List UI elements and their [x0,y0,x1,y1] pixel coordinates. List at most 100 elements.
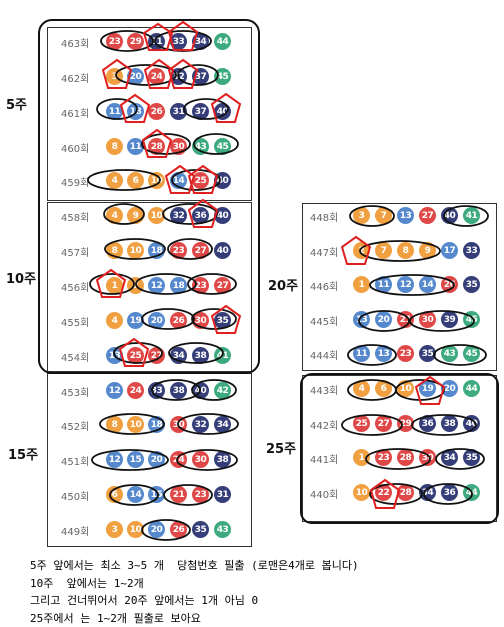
lotto-ball: 7 [375,207,392,224]
lotto-ball: 2 [353,242,370,259]
lotto-ball: 31 [214,486,231,503]
lotto-ball: 40 [214,172,231,189]
lotto-ball: 29 [397,415,414,432]
lotto-ball: 41 [214,347,231,364]
lotto-ball: 6 [375,380,392,397]
lotto-ball: 20 [127,68,144,85]
lotto-ball: 23 [170,242,187,259]
draw-label: 448회 [310,213,339,224]
lotto-ball: 13 [353,311,370,328]
lotto-ball: 30 [170,416,187,433]
lotto-ball: 28 [148,138,165,155]
group-label-25weeks: 25주 [266,442,297,457]
lotto-ball: 18 [170,277,187,294]
lotto-ball: 40 [214,103,231,120]
lotto-ball: 30 [419,311,436,328]
draw-label: 457회 [61,248,90,259]
lotto-ball: 32 [192,416,209,433]
lotto-ball: 34 [441,449,458,466]
lotto-ball: 41 [463,207,480,224]
lotto-ball: 38 [214,451,231,468]
group-label-10weeks: 10주 [6,272,37,287]
lotto-ball: 40 [214,207,231,224]
lotto-ball: 20 [148,451,165,468]
lotto-ball: 20 [148,521,165,538]
note-line-3: 그리고 건너뛰어서 20주 앞에서는 1개 아님 0 [30,594,259,607]
lotto-ball: 7 [127,277,144,294]
lotto-ball: 12 [148,277,165,294]
lotto-ball: 40 [192,382,209,399]
lotto-ball: 4 [353,380,370,397]
lotto-ball: 1 [353,276,370,293]
lotto-ball: 45 [463,345,480,362]
lotto-ball: 4 [106,207,123,224]
lotto-ball: 42 [214,382,231,399]
lotto-ball: 11 [375,276,392,293]
lotto-ball: 25 [127,347,144,364]
draw-label: 456회 [61,283,90,294]
lotto-ball: 34 [170,347,187,364]
lotto-ball: 1 [353,449,370,466]
lotto-ball: 40 [441,207,458,224]
draw-label: 452회 [61,422,90,433]
lotto-ball: 20 [441,380,458,397]
draw-label: 445회 [310,317,339,328]
lotto-ball: 25 [192,172,209,189]
lotto-ball: 45 [214,138,231,155]
lotto-ball: 19 [419,380,436,397]
lotto-ball: 26 [170,521,187,538]
draw-label: 451회 [61,457,90,468]
lotto-ball: 35 [214,312,231,329]
note-line-1: 5주 앞에서는 최소 3~5 개 당첨번호 필출 (로맨은4개로 봅니다) [30,559,359,572]
lotto-ball: 4 [106,172,123,189]
draw-label: 455회 [61,318,90,329]
lotto-ball: 7 [375,242,392,259]
lotto-ball: 6 [127,172,144,189]
lotto-ball: 34 [419,484,436,501]
lotto-ball: 38 [441,415,458,432]
lotto-ball: 29 [127,33,144,50]
lotto-ball: 23 [192,277,209,294]
lotto-ball: 23 [106,33,123,50]
lotto-ball: 13 [106,347,123,364]
lotto-ball: 3 [106,521,123,538]
lotto-ball: 28 [397,449,414,466]
lotto-ball: 27 [214,277,231,294]
lotto-ball: 11 [353,345,370,362]
lotto-ball: 13 [397,207,414,224]
lotto-ball: 19 [127,312,144,329]
draw-label: 461회 [61,109,90,120]
lotto-ball: 17 [441,242,458,259]
draw-label: 447회 [310,248,339,259]
draw-label: 449회 [61,527,90,538]
lotto-ball: 8 [106,138,123,155]
lotto-ball: 31 [170,103,187,120]
lotto-ball: 10 [127,416,144,433]
lotto-ball: 30 [192,312,209,329]
lotto-ball: 36 [419,415,436,432]
lotto-ball: 9 [419,242,436,259]
draw-label: 442회 [310,421,339,432]
lotto-ball: 3 [353,207,370,224]
lotto-ball: 38 [170,382,187,399]
draw-label: 459회 [61,178,90,189]
draw-label: 441회 [310,455,339,466]
lotto-ball: 39 [441,311,458,328]
lotto-ball: 31 [148,33,165,50]
lotto-ball: 34 [214,416,231,433]
lotto-ball: 32 [170,68,187,85]
lotto-ball: 8 [106,242,123,259]
draw-label: 450회 [61,492,90,503]
lotto-ball: 40 [214,242,231,259]
lotto-ball: 44 [214,33,231,50]
lotto-ball: 30 [170,138,187,155]
lotto-ball: 33 [463,242,480,259]
lotto-ball: 44 [463,484,480,501]
lotto-ball: 23 [397,345,414,362]
lotto-ball: 36 [192,207,209,224]
lotto-ball: 45 [214,68,231,85]
lotto-ball: 24 [170,451,187,468]
draw-label: 444회 [310,351,339,362]
lotto-ball: 26 [148,103,165,120]
lotto-ball: 14 [170,172,187,189]
